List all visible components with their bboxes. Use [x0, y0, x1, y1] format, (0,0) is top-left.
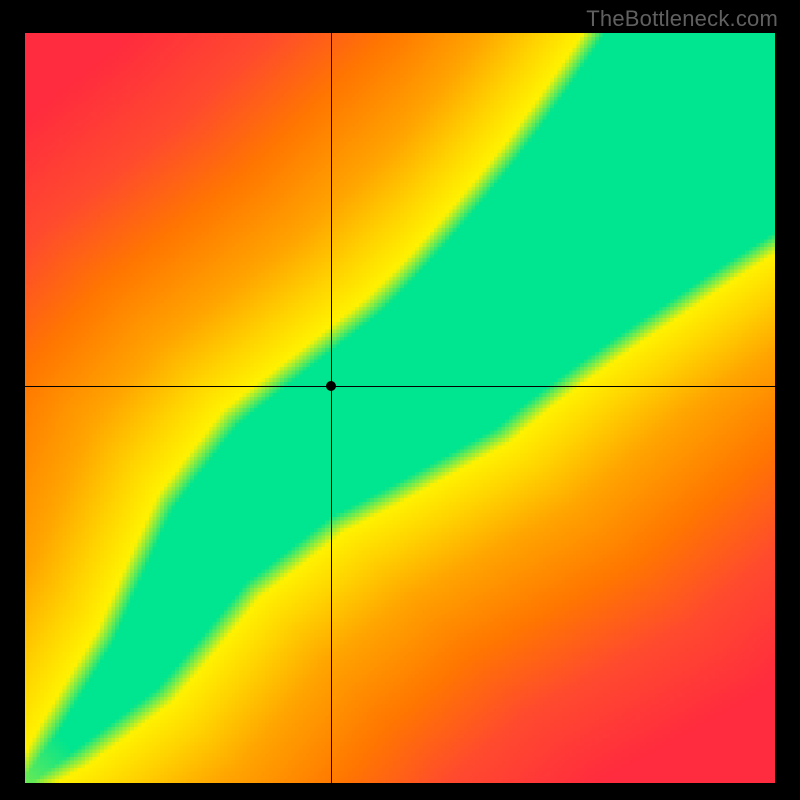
chart-container: { "watermark": { "text": "TheBottleneck.… — [0, 0, 800, 800]
crosshair-horizontal — [25, 386, 775, 387]
crosshair-marker — [326, 381, 336, 391]
heatmap-canvas — [25, 33, 775, 783]
crosshair-vertical — [331, 33, 332, 783]
watermark-label: TheBottleneck.com — [586, 6, 778, 32]
